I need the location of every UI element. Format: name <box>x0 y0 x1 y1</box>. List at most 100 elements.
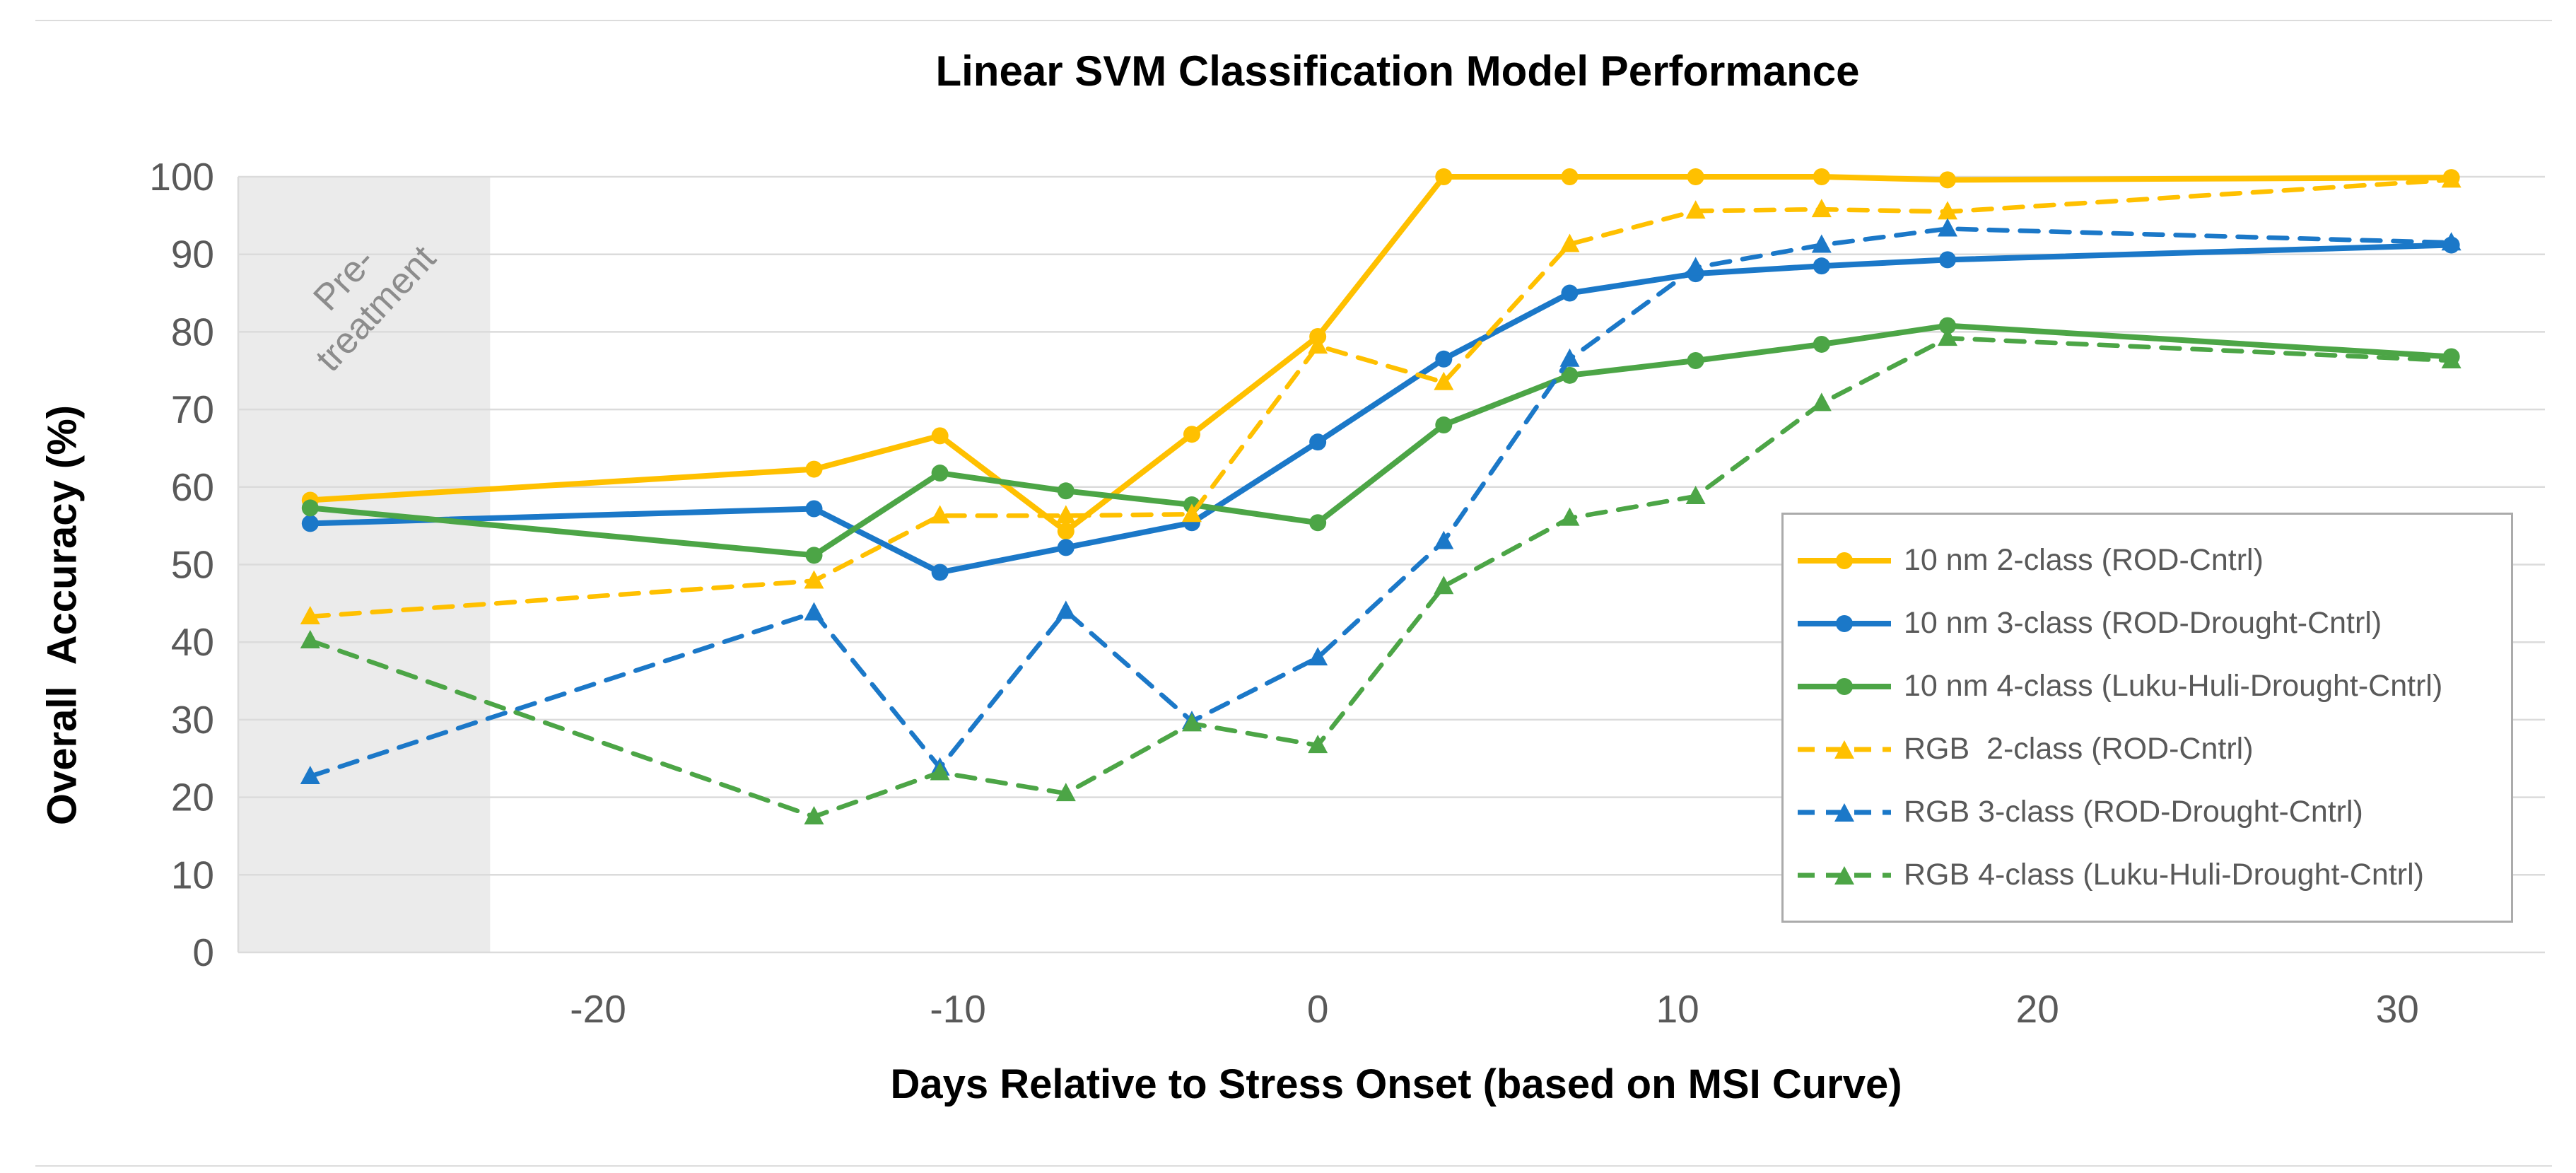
data-point <box>804 806 824 825</box>
y-tick-label: 100 <box>149 155 214 199</box>
data-point <box>1055 783 1076 802</box>
data-point <box>1057 523 1075 540</box>
data-point <box>1813 257 1830 275</box>
data-point <box>1938 251 1956 269</box>
data-point <box>1308 647 1328 666</box>
chart-title: Linear SVM Classification Model Performa… <box>935 47 1860 95</box>
data-point <box>2441 169 2461 188</box>
data-point <box>1937 327 1957 346</box>
data-point <box>1055 505 1076 524</box>
data-point <box>1055 600 1076 619</box>
y-tick-label: 50 <box>171 543 214 587</box>
legend-label: RGB 2-class (ROD-Cntrl) <box>1904 732 2254 766</box>
data-point <box>1938 171 1956 189</box>
legend-glyph-part <box>1836 677 1853 695</box>
x-tick-label: 0 <box>1307 987 1329 1031</box>
data-point <box>1309 514 1327 532</box>
data-point <box>1813 168 1830 185</box>
x-axis-title: Days Relative to Stress Onset (based on … <box>890 1061 1902 1107</box>
data-point <box>1435 416 1453 434</box>
legend-item-rgb-4class: RGB 4-class (Luku-Huli-Drought-Cntrl) <box>1784 858 2511 892</box>
series-line-5 <box>308 335 2454 819</box>
data-point <box>1813 335 1830 353</box>
legend-label: 10 nm 2-class (ROD-Cntrl) <box>1904 543 2264 577</box>
y-tick-label: 60 <box>171 465 214 509</box>
data-point <box>1685 485 1706 504</box>
data-point <box>1687 168 1704 185</box>
data-point <box>1308 335 1328 354</box>
data-point <box>1308 735 1328 754</box>
legend-glyph-part <box>1834 865 1854 885</box>
data-point <box>1434 530 1454 549</box>
data-point <box>1561 284 1579 302</box>
data-point <box>1183 426 1200 443</box>
y-tick-label: 10 <box>171 853 214 897</box>
data-point <box>930 761 950 781</box>
y-tick-label: 70 <box>171 387 214 431</box>
bottom-rule <box>35 1165 2552 1167</box>
data-point <box>1687 351 1704 369</box>
data-point <box>805 547 823 564</box>
y-tick-label: 0 <box>192 930 214 974</box>
data-point <box>1434 371 1454 390</box>
data-point <box>1434 576 1454 595</box>
data-point <box>1559 233 1580 252</box>
data-point <box>1435 168 1453 185</box>
legend-label: RGB 3-class (ROD-Drought-Cntrl) <box>1904 795 2363 829</box>
legend-item-10nm-2class: 10 nm 2-class (ROD-Cntrl) <box>1784 543 2511 578</box>
data-point <box>1811 234 1832 253</box>
top-rule <box>35 20 2552 21</box>
data-point <box>804 570 824 589</box>
data-point <box>1435 350 1453 368</box>
legend-glyph-dashed-triangle <box>1798 740 1891 759</box>
series-line-4 <box>308 226 2454 779</box>
data-point <box>1937 201 1957 220</box>
data-point <box>1937 218 1957 237</box>
data-point <box>301 515 319 532</box>
y-tick-label: 20 <box>171 776 214 819</box>
series-line-2 <box>307 322 2454 559</box>
legend-label: RGB 4-class (Luku-Huli-Drought-Cntrl) <box>1904 858 2424 892</box>
data-point <box>1057 539 1075 556</box>
legend: 10 nm 2-class (ROD-Cntrl) 10 nm 3-class … <box>1781 513 2513 923</box>
legend-item-rgb-2class: RGB 2-class (ROD-Cntrl) <box>1784 732 2511 766</box>
data-point <box>1057 482 1075 500</box>
data-point <box>805 500 823 518</box>
legend-glyph-solid-circle <box>1798 677 1891 695</box>
data-point <box>300 605 320 624</box>
data-point <box>1559 348 1580 367</box>
data-point <box>1181 713 1202 732</box>
series-line-1 <box>307 242 2454 576</box>
series-line-3 <box>308 177 2454 619</box>
legend-glyph-part <box>1836 552 1853 569</box>
legend-label: 10 nm 4-class (Luku-Huli-Drought-Cntrl) <box>1904 669 2443 703</box>
x-tick-label: 20 <box>2016 987 2059 1031</box>
legend-item-10nm-3class: 10 nm 3-class (ROD-Drought-Cntrl) <box>1784 606 2511 641</box>
legend-label: 10 nm 3-class (ROD-Drought-Cntrl) <box>1904 606 2382 640</box>
data-point <box>1181 503 1202 523</box>
data-point <box>930 505 950 524</box>
data-point <box>1561 366 1579 384</box>
legend-glyph-solid-circle <box>1798 614 1891 632</box>
data-point <box>805 460 823 478</box>
data-point <box>804 602 824 621</box>
data-point <box>1685 257 1706 276</box>
y-tick-label: 80 <box>171 310 214 354</box>
x-tick-label: -10 <box>930 987 986 1031</box>
legend-glyph-part <box>1834 803 1854 822</box>
data-point <box>1559 507 1580 526</box>
data-point <box>2441 232 2461 251</box>
data-point <box>2441 349 2461 368</box>
x-tick-label: -20 <box>570 987 626 1031</box>
data-point <box>1561 168 1579 185</box>
legend-glyph-part <box>1834 740 1854 759</box>
data-point <box>1685 200 1706 219</box>
legend-item-rgb-3class: RGB 3-class (ROD-Drought-Cntrl) <box>1784 795 2511 829</box>
data-point <box>931 564 949 581</box>
y-axis-title: Overall Accuracy (%) <box>39 404 86 826</box>
x-tick-label: 30 <box>2376 987 2419 1031</box>
data-point <box>931 427 949 445</box>
data-point <box>300 765 320 784</box>
legend-glyph-part <box>1836 614 1853 632</box>
